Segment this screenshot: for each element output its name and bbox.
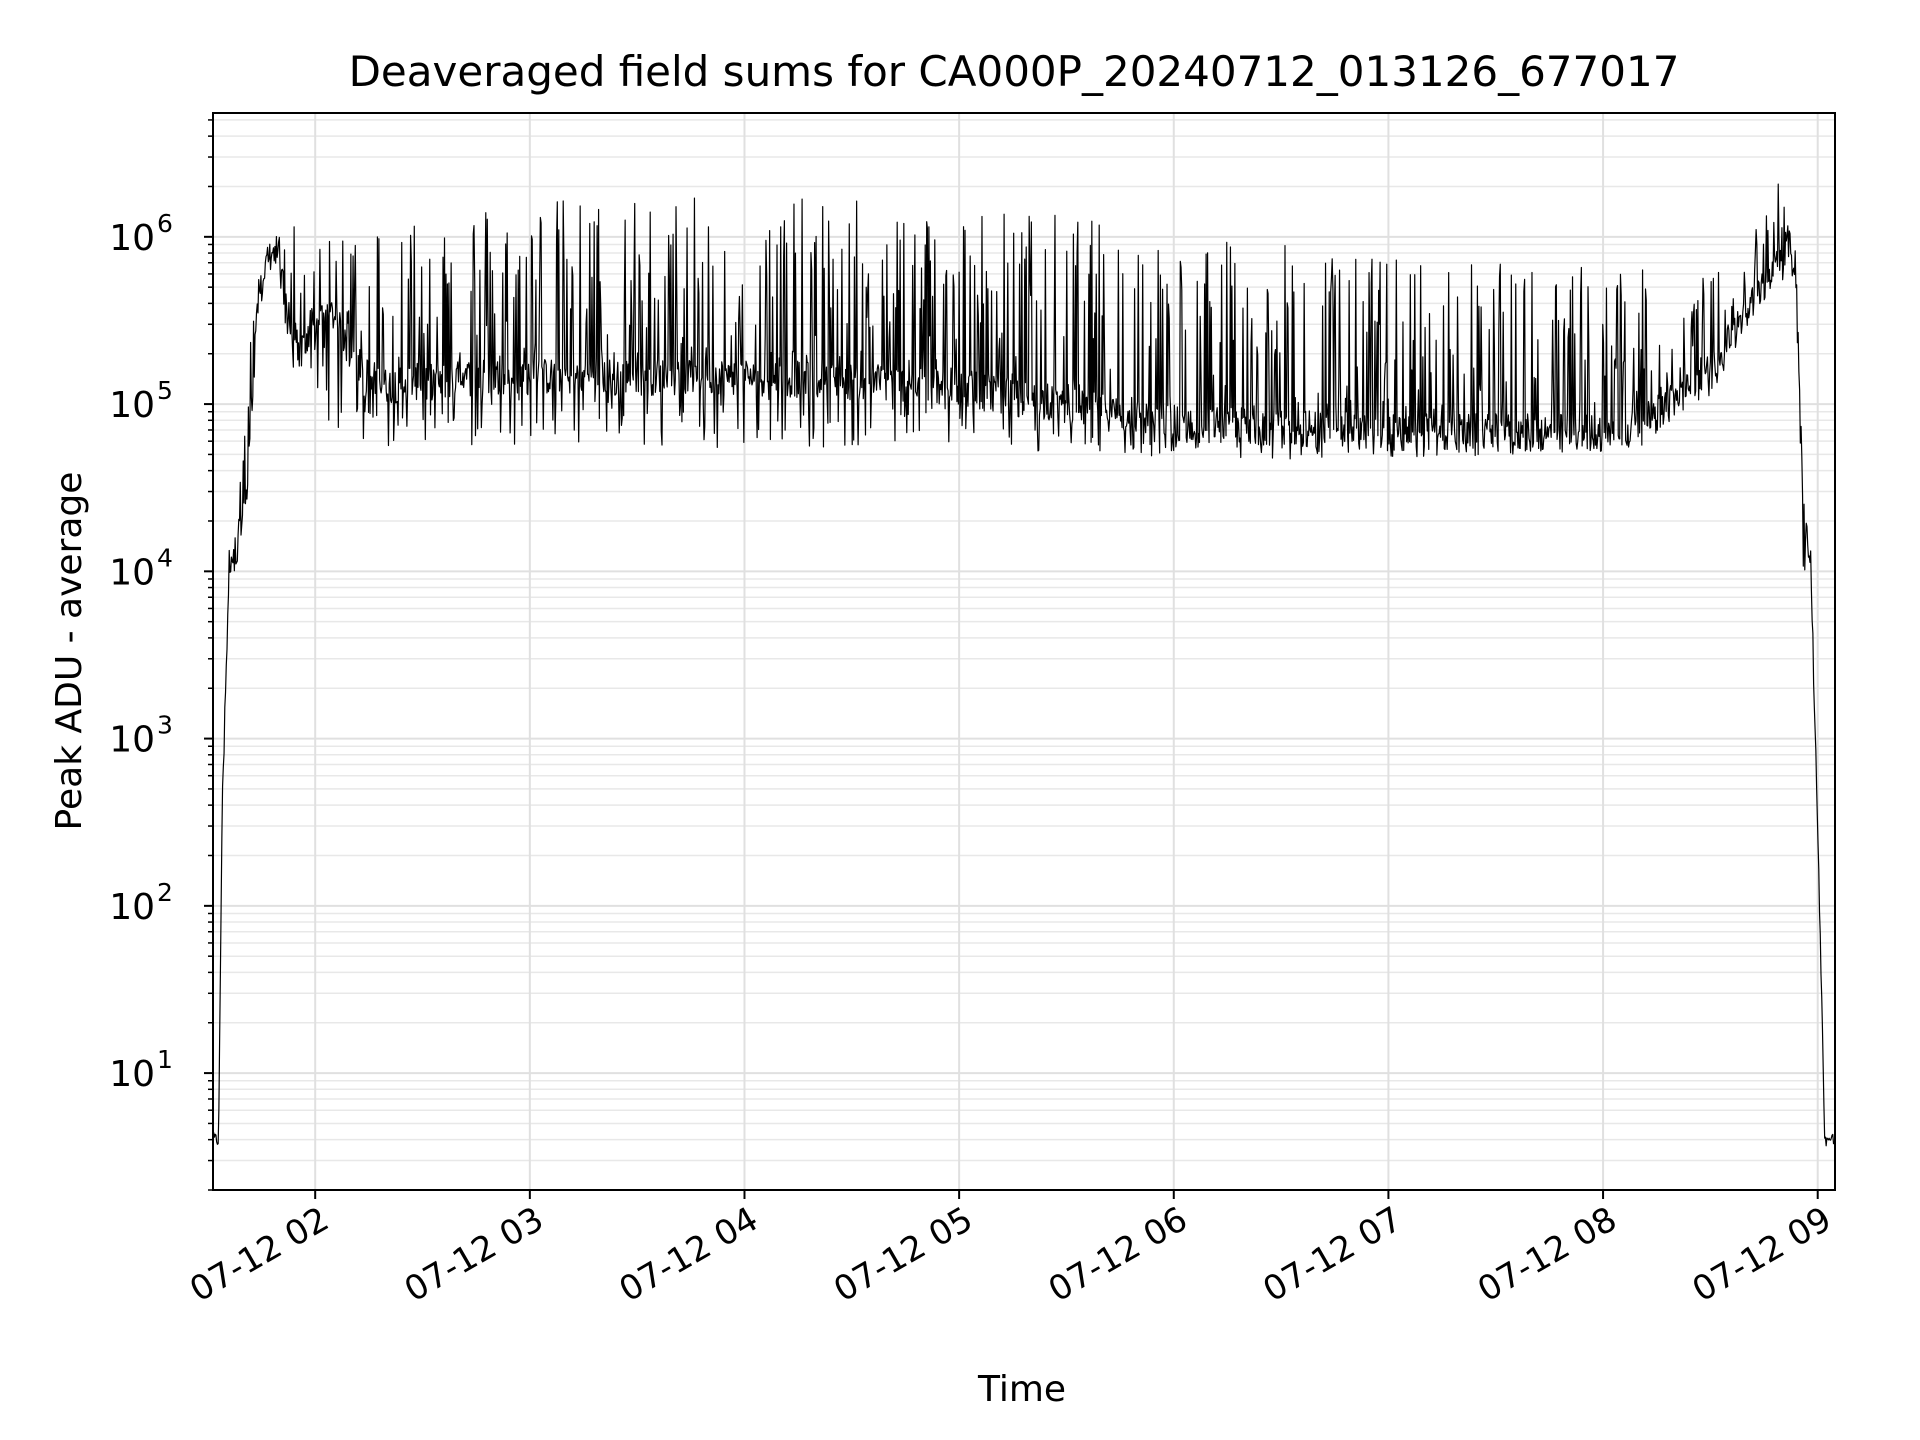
- y-tick-label: 10: [109, 552, 155, 593]
- series-line: [212, 183, 1836, 1147]
- x-axis-label: Time: [977, 1369, 1066, 1410]
- y-tick-label: 10: [109, 1054, 155, 1095]
- plot-frame: [212, 112, 1836, 1191]
- chart-title: Deaveraged field sums for CA000P_2024071…: [349, 47, 1680, 96]
- y-tick-label-exponent: 3: [157, 711, 173, 740]
- y-tick-label-exponent: 5: [157, 376, 173, 405]
- y-tick-label: 10: [109, 887, 155, 928]
- y-tick-label-exponent: 2: [157, 878, 173, 907]
- y-tick-label-exponent: 4: [157, 543, 173, 572]
- y-tick-label: 10: [109, 385, 155, 426]
- grid-lines: [213, 113, 1835, 1191]
- y-axis-label: Peak ADU - average: [49, 472, 90, 831]
- y-tick-label-exponent: 1: [157, 1045, 173, 1074]
- y-tick-label: 10: [109, 218, 155, 259]
- y-tick-label-exponent: 6: [157, 209, 173, 238]
- plot-area: [212, 183, 1836, 1147]
- y-tick-label: 10: [109, 720, 155, 761]
